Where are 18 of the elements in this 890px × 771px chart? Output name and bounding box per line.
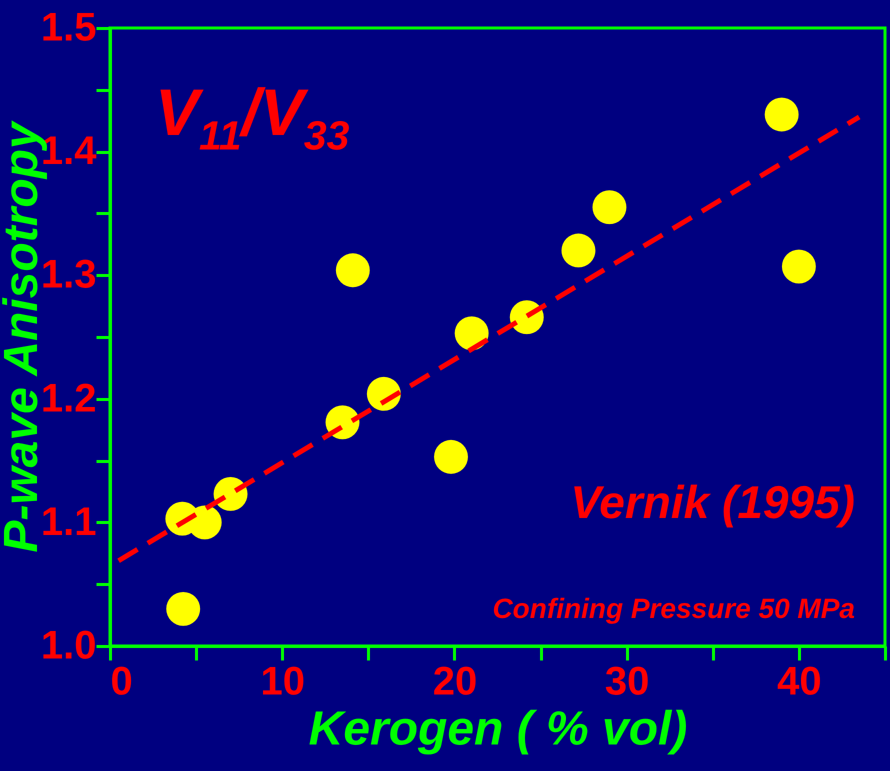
point — [434, 440, 468, 474]
x-tick-label: 10 — [260, 660, 305, 704]
x-tick-label: 0 — [110, 660, 133, 704]
y-tick-label: 1.0 — [40, 624, 96, 668]
x-tick-label: 30 — [604, 660, 650, 704]
y-tick-label: 1.5 — [40, 6, 96, 50]
x-axis-title: Kerogen ( % vol) — [308, 702, 688, 756]
point — [782, 250, 816, 284]
point — [166, 592, 200, 626]
point — [764, 98, 799, 132]
annotation: Confining Pressure 50 MPa — [492, 593, 856, 624]
x-tick-label: 40 — [777, 660, 822, 704]
annotation: Vernik (1995) — [570, 476, 855, 528]
y-tick-label: 1.2 — [40, 376, 96, 420]
point — [592, 190, 626, 224]
x-tick-label: 20 — [432, 660, 478, 704]
point — [561, 234, 596, 268]
point — [336, 253, 370, 288]
